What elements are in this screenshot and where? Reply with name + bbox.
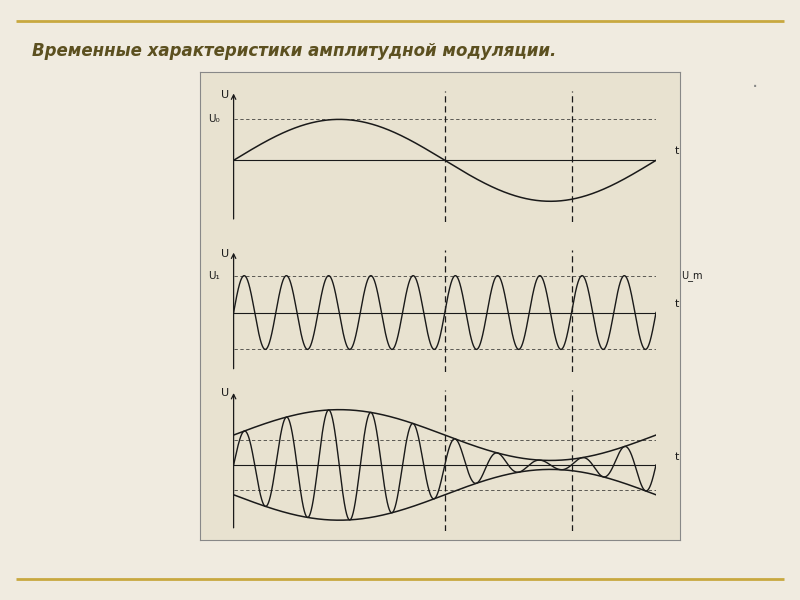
Text: U₁: U₁ <box>208 271 220 281</box>
Text: U_m: U_m <box>682 270 703 281</box>
Text: t: t <box>675 452 679 463</box>
Text: U: U <box>221 90 230 100</box>
Text: t: t <box>675 299 679 309</box>
Text: U₀: U₀ <box>208 115 220 124</box>
Text: t: t <box>675 146 679 156</box>
Text: U: U <box>221 388 230 398</box>
Text: U: U <box>221 248 230 259</box>
Text: .: . <box>752 72 758 91</box>
Text: Временные характеристики амплитудной модуляции.: Временные характеристики амплитудной мод… <box>32 42 556 60</box>
